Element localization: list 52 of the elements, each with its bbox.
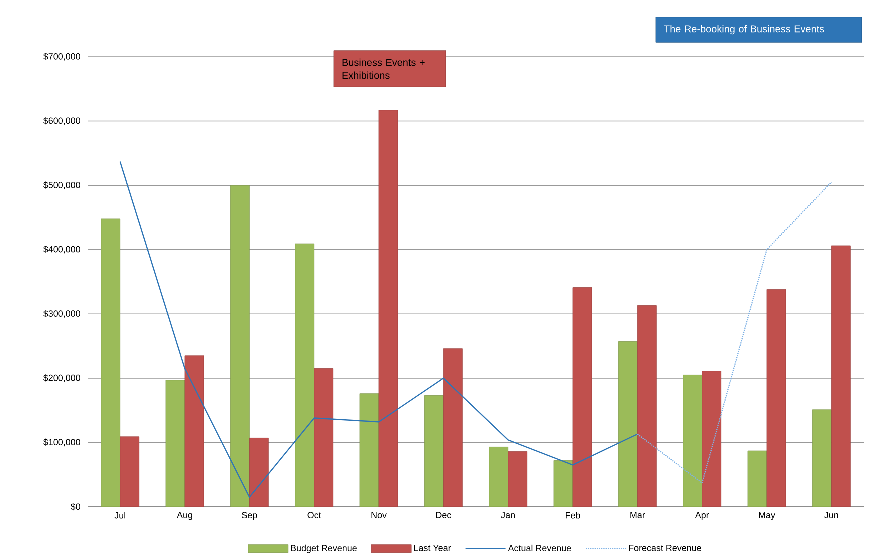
bar <box>508 452 528 508</box>
bar <box>295 244 315 508</box>
bar <box>489 447 509 508</box>
bar <box>249 438 269 508</box>
bar <box>748 450 768 508</box>
bar <box>101 218 121 508</box>
legend-label: Forecast Revenue <box>629 545 702 552</box>
x-tick-label: Jul <box>114 512 126 519</box>
y-tick-label: $300,000 <box>44 310 80 318</box>
bar <box>618 342 638 508</box>
y-tick-label: $500,000 <box>44 182 80 190</box>
legend-label: Actual Revenue <box>508 545 572 552</box>
x-tick-label: Dec <box>436 512 452 519</box>
bar <box>554 460 574 508</box>
bar <box>314 368 334 508</box>
y-tick-label: $200,000 <box>44 374 80 382</box>
bar <box>424 396 444 508</box>
y-tick-label: $700,000 <box>44 53 80 62</box>
x-tick-label: Jun <box>824 512 838 519</box>
y-tick-label: $600,000 <box>44 118 80 126</box>
bar <box>120 436 140 508</box>
x-tick-label: Mar <box>630 512 646 519</box>
x-tick-label: Apr <box>695 512 710 520</box>
line-series <box>637 182 832 484</box>
line-series <box>120 161 638 498</box>
bar <box>230 185 250 508</box>
x-tick-label: Nov <box>372 512 387 519</box>
x-tick-label: Feb <box>566 512 580 519</box>
text: The Re-booking of Business Events <box>664 25 824 35</box>
x-tick-label: Sep <box>242 512 258 520</box>
annotation: Business Events + Exhibitions <box>342 58 425 80</box>
bar <box>812 410 832 508</box>
legend-label: Last Year <box>414 545 452 552</box>
x-tick-label: Aug <box>177 512 192 520</box>
bar <box>831 246 851 508</box>
bar <box>184 356 204 508</box>
legend-label: Budget Revenue <box>291 545 357 554</box>
x-tick-label: Jan <box>501 512 515 519</box>
x-tick-label: May <box>759 512 776 520</box>
x-tick-label: Oct <box>308 512 322 519</box>
bar <box>702 371 722 508</box>
bar <box>378 110 398 508</box>
bar <box>166 380 186 508</box>
bar <box>766 290 786 508</box>
y-tick-label: $0 <box>70 503 80 511</box>
bar <box>637 306 657 508</box>
bar <box>683 375 703 508</box>
y-tick-label: $100,000 <box>44 438 80 447</box>
y-tick-label: $400,000 <box>44 246 80 254</box>
bar <box>572 288 592 508</box>
bar <box>443 348 463 508</box>
bar <box>360 394 380 508</box>
